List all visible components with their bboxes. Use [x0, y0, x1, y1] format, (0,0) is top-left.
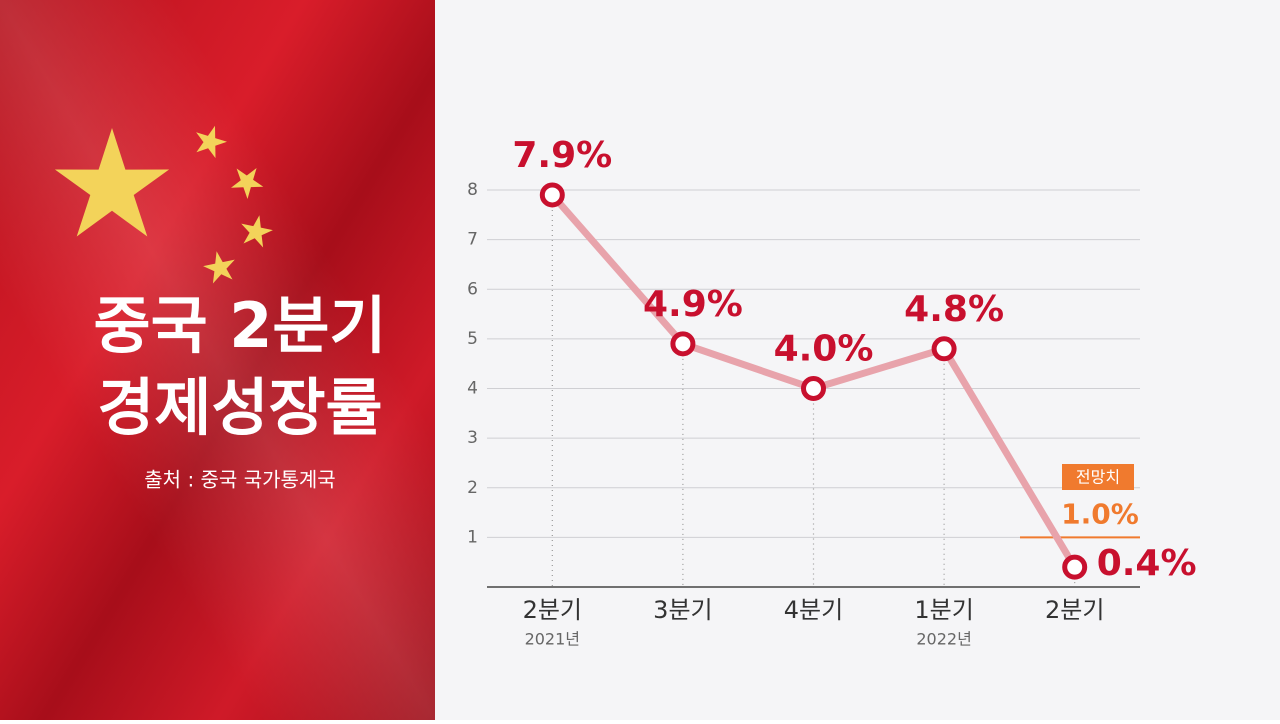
marker [1062, 554, 1088, 580]
plot: 1 2 3 4 5 6 7 8 1.0% 전망치 2분기 2021년 3분기 4분기 1분기 2022년 2분기… [467, 135, 1196, 649]
y-tick-label: 6 [467, 279, 478, 299]
y-tick-label: 5 [467, 329, 478, 349]
flag-stars [54, 125, 273, 284]
y-tick-label: 1 [467, 527, 478, 547]
star [231, 168, 264, 199]
value-label: 7.9% [512, 135, 612, 176]
forecast-badge-label: 전망치 [1076, 468, 1120, 487]
x-tick-label: 1분기 [914, 596, 973, 624]
source: 출처 : 중국 국가통계국 [144, 468, 335, 492]
value-label: 4.9% [643, 284, 743, 325]
forecast-badge [1062, 464, 1134, 490]
star [203, 251, 235, 284]
title-line: 경제성장률 [97, 371, 382, 444]
y-tick-label: 4 [467, 379, 478, 399]
marker [670, 331, 696, 357]
star [241, 215, 273, 248]
star [54, 128, 170, 237]
marker [539, 182, 565, 208]
marker [931, 336, 957, 362]
x-tick-sublabel: 2022년 [916, 630, 971, 649]
y-tick-label: 8 [467, 180, 478, 200]
y-tick-label: 2 [467, 478, 478, 498]
x-tick-sublabel: 2021년 [525, 630, 580, 649]
x-tick-label: 4분기 [784, 596, 843, 624]
star [196, 125, 227, 159]
y-tick-label: 3 [467, 428, 478, 448]
value-label: 0.4% [1097, 543, 1197, 584]
y-tick-label: 7 [467, 230, 478, 250]
x-tick-label: 3분기 [653, 596, 712, 624]
flag-sheen [0, 0, 435, 720]
x-tick-label: 2분기 [1045, 596, 1104, 624]
marker [801, 376, 826, 401]
forecast-value-label: 1.0% [1061, 497, 1139, 530]
x-tick-label: 2분기 [523, 596, 582, 624]
value-label: 4.8% [904, 289, 1004, 330]
title-line: 중국 2분기 [94, 289, 387, 362]
value-label: 4.0% [774, 329, 874, 370]
